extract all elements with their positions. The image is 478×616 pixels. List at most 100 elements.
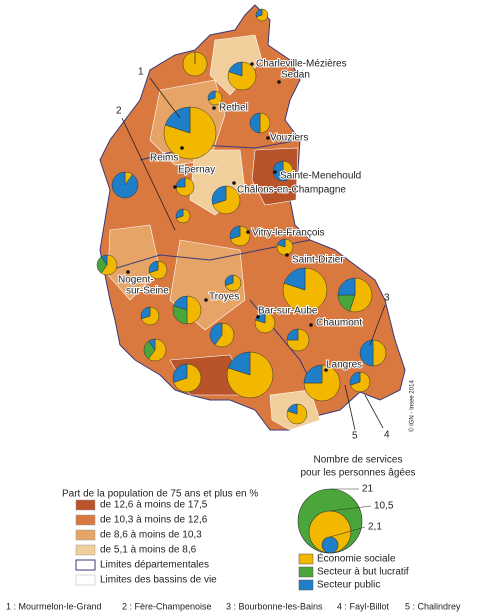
callout: 1 (138, 67, 144, 78)
pie-slice (286, 328, 310, 352)
city-dot (126, 270, 130, 274)
callout-line (369, 304, 386, 346)
legend-label: de 12,6 à moins de 17,5 (100, 500, 208, 511)
city-dot (309, 323, 313, 327)
pie-slice (286, 328, 299, 341)
callout: 5 (352, 431, 358, 442)
pie-slice (283, 267, 306, 291)
callout-line (149, 77, 181, 119)
callout: 3 (384, 293, 390, 304)
pie-slice (259, 112, 271, 134)
callout-line (344, 384, 356, 431)
city-label: Chaumont (316, 318, 362, 329)
pie-slice (303, 364, 323, 384)
city-dot (180, 146, 184, 150)
pie-slice (337, 277, 356, 296)
pie-slice (175, 208, 184, 219)
pie-slice (163, 106, 217, 160)
legend-swatch (75, 499, 96, 511)
pie-slice (272, 160, 293, 182)
credit: © IGN - Insee 2014 (409, 380, 416, 432)
city-label: Rethel (219, 103, 248, 114)
city-dot (232, 181, 236, 185)
legend-label: Limites départementales (100, 560, 209, 571)
legend-title: Part de la population de 75 ans et plus … (62, 489, 258, 500)
city-dot (324, 368, 328, 372)
size-leader (329, 526, 366, 538)
pie-slice (186, 295, 202, 325)
city-label: Châlons-en-Champagne (237, 185, 346, 196)
city-dot (212, 106, 216, 110)
pie-slice (349, 371, 361, 386)
pie-slice (249, 112, 261, 134)
legend-title: pour les personnes âgées (300, 468, 415, 479)
pie-slice (100, 254, 118, 276)
city-dot (256, 315, 260, 319)
city-label: Nogent- (118, 275, 154, 286)
city-dot (266, 136, 270, 140)
pie-slice (172, 305, 188, 325)
pie-slice (182, 51, 208, 77)
city-dot (173, 185, 177, 189)
legend-label: de 10,3 à moins de 12,6 (100, 515, 208, 526)
city-label: Vitry-le-François (252, 228, 325, 239)
city-label: Troyes (209, 292, 239, 303)
pie-slice (140, 306, 151, 320)
pie-slice (211, 185, 227, 205)
callout-line (121, 117, 176, 231)
pie-slice (229, 225, 241, 240)
city-label: Saint-Dizier (292, 255, 344, 266)
city-dot (285, 253, 289, 257)
pie-slice (111, 171, 139, 199)
city-dot (277, 80, 281, 84)
footnote-item: 3 : Bourbonne-les-Bains (226, 601, 323, 611)
city-dot (246, 230, 250, 234)
size-label: 21 (362, 484, 374, 495)
pie-slice (359, 339, 374, 367)
callout: 2 (116, 106, 122, 117)
city-label: sur-Seine (126, 286, 169, 297)
pie-slice (100, 254, 108, 266)
pie-slice (164, 106, 191, 134)
pie-slice (148, 338, 167, 362)
legend-swatch (75, 559, 96, 571)
pie-slice (286, 403, 308, 425)
department-border (109, 239, 311, 271)
pie-slice (228, 61, 243, 77)
legend-label: de 8,6 à moins de 10,3 (100, 530, 202, 541)
size-circle (321, 536, 339, 554)
city-dot (250, 62, 254, 66)
pie-slice (212, 185, 241, 215)
city-label: Bar-sur-Aube (258, 306, 318, 317)
pie-slice (224, 274, 234, 286)
footnote-item: 4 : Fayl-Billot (337, 601, 390, 611)
legend-swatch (298, 566, 314, 578)
pie-slice (255, 8, 263, 18)
city-dot (204, 298, 208, 302)
pie-slice (372, 339, 387, 367)
pie-slice (254, 312, 276, 334)
footnote-item: 5 : Chalindrey (405, 601, 461, 611)
city-label: Epernay (178, 165, 215, 176)
pie-slice (227, 351, 251, 376)
pie-slice (148, 260, 159, 274)
pie-slice (173, 363, 202, 393)
legend-label: Secteur public (317, 580, 380, 591)
service-symbols (96, 8, 387, 425)
pie-slice (172, 363, 188, 383)
callout-line (364, 394, 384, 429)
city-label: Vouziers (270, 133, 308, 144)
legend-label: Économie sociale (317, 552, 396, 565)
size-label: 2,1 (368, 522, 382, 533)
callout: 4 (384, 430, 390, 441)
legend-swatch (298, 553, 314, 565)
legend-swatch (75, 574, 96, 586)
legend: de 12,6 à moins de 17,5 de 10,3 à moins d… (75, 499, 217, 586)
legend-label: Secteur à but lucratif (317, 567, 409, 578)
pie-slice (287, 403, 298, 415)
pie-slice (349, 277, 373, 313)
legend-label: de 5,1 à moins de 8,6 (100, 545, 197, 556)
department-border (139, 139, 301, 161)
